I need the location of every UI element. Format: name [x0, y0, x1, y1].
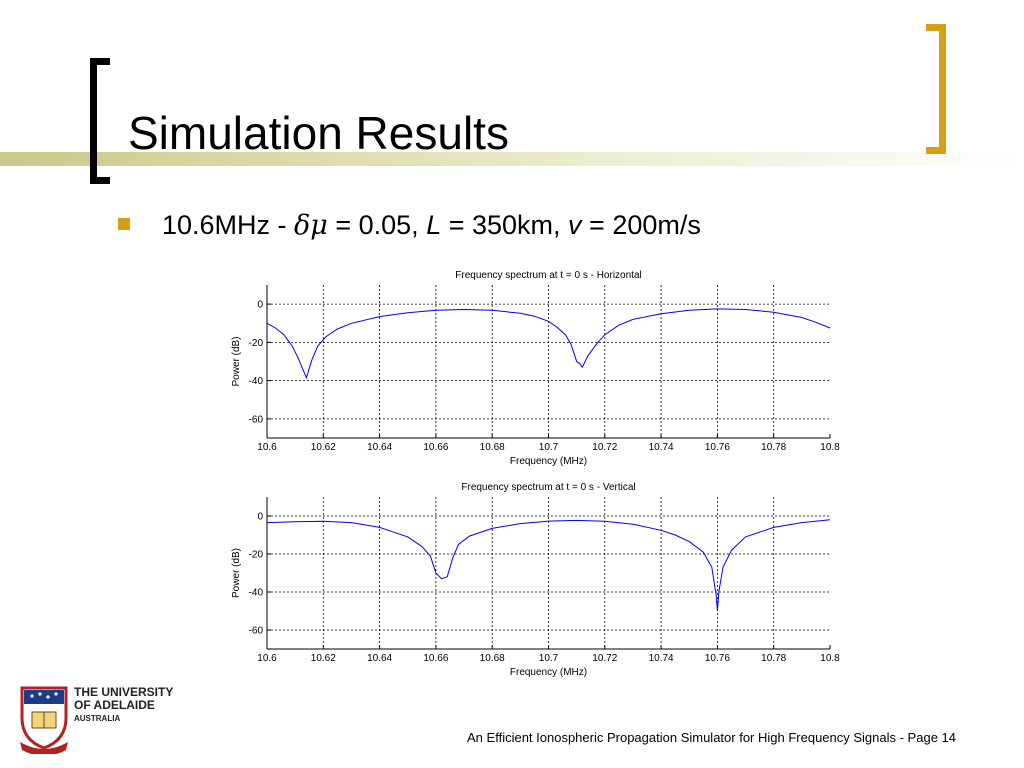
bullet-item: 10.6MHz - δμ = 0.05, L = 350km, v = 200m…	[118, 210, 701, 241]
chart2-ytick-label: -40	[249, 588, 264, 599]
chart1-ytick-label: -60	[249, 414, 264, 425]
chart2-xtick-label: 10.78	[761, 653, 786, 664]
chart1-ylabel: Power (dB)	[231, 336, 242, 386]
chart2-xtick-label: 10.7	[539, 653, 559, 664]
bullet-frequency: 10.6MHz -	[162, 210, 295, 240]
chart2-xtick-label: 10.74	[649, 653, 674, 664]
chart1-title: Frequency spectrum at t = 0 s - Horizont…	[455, 270, 641, 281]
chart1-series-line	[266, 308, 831, 380]
logo-line3: AUSTRALIA	[74, 714, 121, 723]
chart1-xtick-label: 10.8	[820, 442, 840, 453]
bullet-square-icon	[118, 217, 130, 230]
chart2-xtick-label: 10.72	[592, 653, 617, 664]
chart2-xtick-label: 10.66	[423, 653, 448, 664]
chart1-xtick-label: 10.64	[367, 442, 392, 453]
right-bracket-decoration	[926, 24, 946, 154]
chart1-xtick-label: 10.7	[539, 442, 559, 453]
bullet-delta-mu-symbol: δμ	[294, 210, 328, 241]
logo-line2: OF ADELAIDE	[74, 698, 155, 712]
chart1-xtick-label: 10.66	[423, 442, 448, 453]
chart1-xtick-label: 10.68	[480, 442, 505, 453]
bullet-eq3: = 200m/s	[581, 210, 701, 240]
chart2-ytick-label: -60	[249, 626, 264, 637]
slide-footer: An Efficient Ionospheric Propagation Sim…	[467, 730, 956, 745]
chart1-xtick-label: 10.74	[649, 442, 674, 453]
bullet-var-v: v	[568, 210, 582, 240]
chart2-xtick-label: 10.68	[480, 653, 505, 664]
chart1-xlabel: Frequency (MHz)	[510, 456, 587, 467]
chart1-xtick-label: 10.6	[257, 442, 277, 453]
title-underline-bar	[0, 152, 1024, 166]
chart1-ytick-label: 0	[257, 300, 263, 311]
chart2-title: Frequency spectrum at t = 0 s - Vertical	[461, 482, 635, 493]
chart1-ytick-label: -40	[249, 376, 264, 387]
left-bracket-decoration	[90, 58, 110, 184]
chart2-xtick-label: 10.8	[820, 653, 840, 664]
chart2-ylabel: Power (dB)	[231, 548, 242, 598]
bullet-eq1: = 0.05,	[327, 210, 427, 240]
chart1-xtick-label: 10.72	[592, 442, 617, 453]
chart2-series-line	[266, 519, 831, 612]
chart1-ytick-label: -20	[249, 338, 264, 349]
bullet-var-L: L	[426, 210, 442, 240]
logo-line1: THE UNIVERSITY	[74, 685, 174, 699]
chart2-xtick-label: 10.64	[367, 653, 392, 664]
chart2-ytick-label: -20	[249, 550, 264, 561]
chart1-xtick-label: 10.62	[311, 442, 336, 453]
chart2-xlabel: Frequency (MHz)	[510, 667, 587, 678]
chart2-xtick-label: 10.76	[705, 653, 730, 664]
chart2-xtick-label: 10.62	[311, 653, 336, 664]
university-name: THE UNIVERSITY OF ADELAIDE AUSTRALIA	[74, 686, 173, 725]
chart2-xtick-label: 10.6	[257, 653, 277, 664]
chart1-xtick-label: 10.78	[761, 442, 786, 453]
chart2-ytick-label: 0	[257, 512, 263, 523]
bullet-eq2: = 350km,	[441, 210, 569, 240]
slide-title: Simulation Results	[128, 107, 509, 159]
chart1-xtick-label: 10.76	[705, 442, 730, 453]
university-logo	[18, 684, 178, 756]
